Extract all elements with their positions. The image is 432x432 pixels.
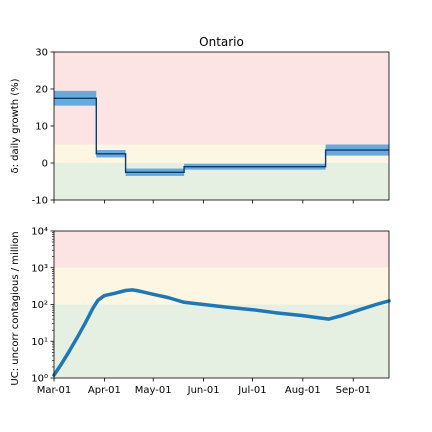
contagious-axes-frame xyxy=(53,230,390,379)
chart-title: Ontario xyxy=(199,35,244,49)
contagious-y-axis-label: UC: uncorr contagious / million xyxy=(10,231,21,385)
contagious-y-tick-label: 10³ xyxy=(31,263,48,274)
growth-series xyxy=(54,90,389,176)
contagious-band-1 xyxy=(54,267,389,305)
contagious-y-tick-label: 10⁴ xyxy=(31,227,48,238)
contagious-y-tick-label: 10⁰ xyxy=(31,374,48,385)
growth-y-tick-label: 30 xyxy=(35,48,48,59)
contagious-x-tick-label: May-01 xyxy=(135,385,172,396)
growth-y-tick-label: 10 xyxy=(35,122,48,133)
growth-band-1 xyxy=(54,144,389,163)
growth-y-tick-label: 20 xyxy=(35,85,48,96)
growth-y-axis-label: δ: daily growth (%) xyxy=(10,78,21,173)
growth-y-ticks: -10 0 10 20 30 xyxy=(32,48,54,207)
contagious-y-ticks: 10⁰ 10¹ 10² 10³ 10⁴ xyxy=(31,227,54,385)
contagious-line xyxy=(52,288,391,377)
contagious-x-tick-label: Apr-01 xyxy=(88,385,121,396)
contagious-x-tick-label: Sep-01 xyxy=(336,385,371,396)
contagious-y-tick-label: 10¹ xyxy=(31,337,48,348)
growth-panel: -10 0 10 20 30 Ontario δ: daily growth (%) xyxy=(10,35,390,207)
growth-x-ticks xyxy=(53,200,354,204)
growth-step-line xyxy=(54,97,389,173)
growth-zone-bands xyxy=(54,52,389,200)
contagious-y-tick-label: 10² xyxy=(31,300,48,311)
contagious-x-tick-label: Aug-01 xyxy=(285,385,321,396)
growth-band-0 xyxy=(54,52,389,145)
growth-y-tick-label: -10 xyxy=(32,196,48,207)
growth-axes-frame xyxy=(53,51,390,201)
contagious-x-tick-label: Jul-01 xyxy=(237,385,266,396)
contagious-x-tick-label: Mar-01 xyxy=(37,385,72,396)
contagious-series xyxy=(52,288,391,377)
contagious-x-ticks: Mar-01 Apr-01 May-01 Jun-01 Jul-01 Aug-01 Sep-… xyxy=(37,378,371,396)
contagious-panel: 10⁰ 10¹ 10² 10³ 10⁴ Mar-01 Apr-01 May-01 Jun-01… xyxy=(10,227,391,396)
contagious-zone-bands xyxy=(54,231,389,378)
contagious-x-tick-label: Jun-01 xyxy=(187,385,220,396)
growth-y-tick-label: 0 xyxy=(42,159,48,170)
contagious-band-0 xyxy=(54,231,389,268)
